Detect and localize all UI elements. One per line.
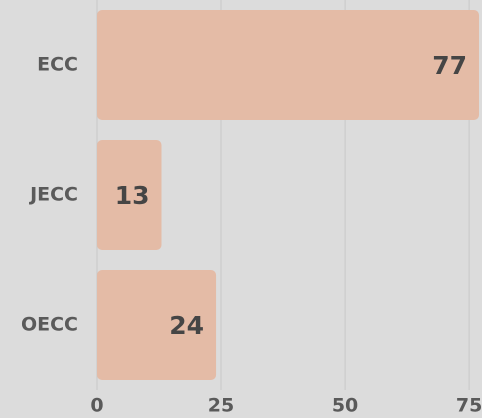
bar bbox=[97, 270, 217, 380]
x-tick-label: 0 bbox=[90, 395, 103, 417]
x-tick-label: 75 bbox=[456, 395, 482, 417]
data-label: 77 bbox=[432, 51, 467, 80]
y-tick-label: JECC bbox=[28, 184, 78, 206]
y-tick-label: ECC bbox=[37, 54, 78, 76]
x-tick-label: 50 bbox=[332, 395, 358, 417]
bar bbox=[97, 10, 480, 120]
x-tick-label: 25 bbox=[208, 395, 234, 417]
data-label: 24 bbox=[169, 311, 204, 340]
y-tick-label: OECC bbox=[21, 314, 78, 336]
bar bbox=[97, 140, 162, 250]
data-label: 13 bbox=[115, 181, 150, 210]
